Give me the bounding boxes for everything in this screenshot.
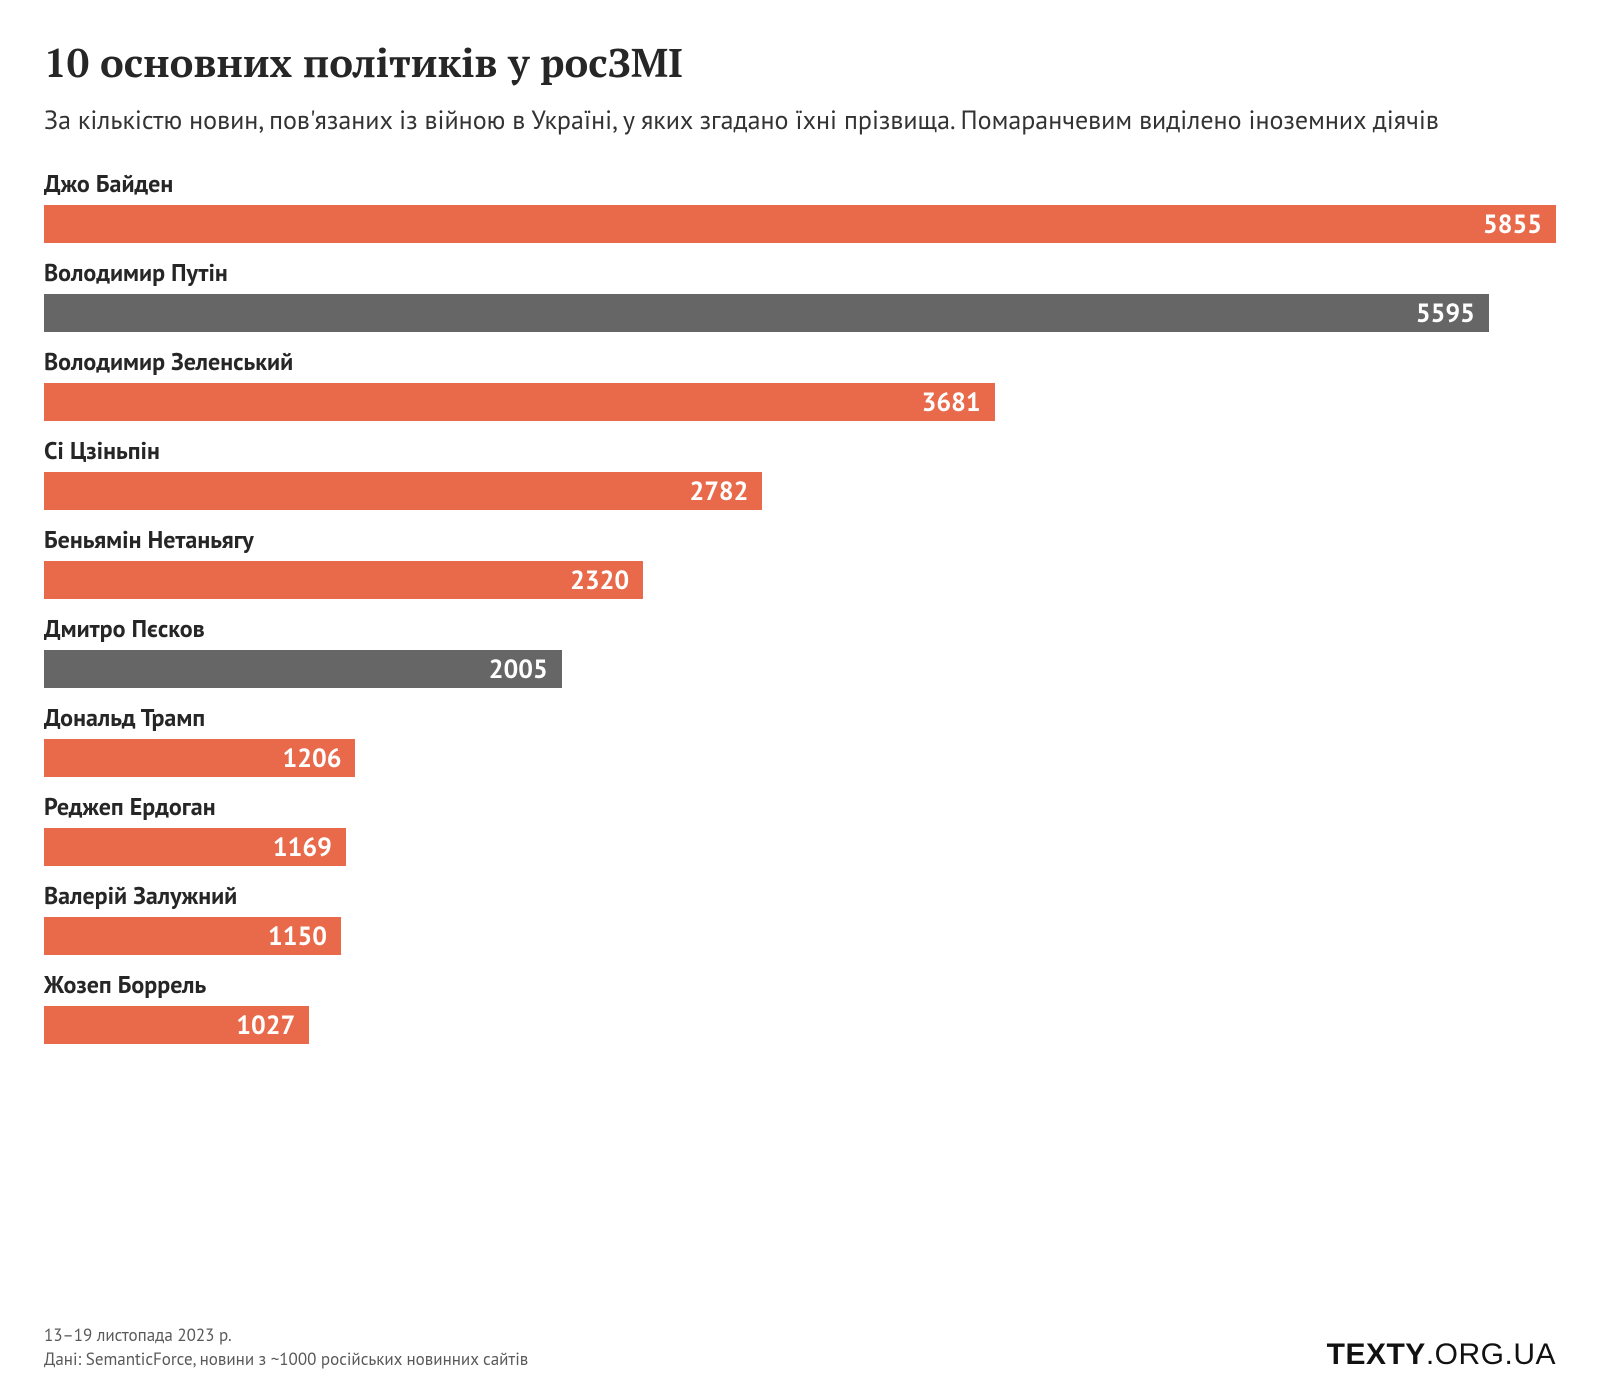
bar-value: 1150 xyxy=(268,920,327,953)
bar: 1150 xyxy=(44,917,341,955)
bar-value: 5855 xyxy=(1483,208,1542,241)
bar-label: Жозеп Боррель xyxy=(44,969,1556,1000)
bar-label: Джо Байден xyxy=(44,168,1556,199)
bar: 1169 xyxy=(44,828,346,866)
bar-group: Валерій Залужний 1150 xyxy=(44,880,1556,955)
bar-label: Володимир Зеленський xyxy=(44,346,1556,377)
footer-date: 13–19 листопада 2023 р. xyxy=(44,1323,528,1348)
bar-value: 2005 xyxy=(489,653,548,686)
chart-footer: 13–19 листопада 2023 р. Дані: SemanticFo… xyxy=(44,1323,1556,1372)
footer-source: Дані: SemanticForce, новини з ~1000 росі… xyxy=(44,1347,528,1372)
bar-value: 1027 xyxy=(236,1009,295,1042)
bar-label: Беньямін Нетаньягу xyxy=(44,524,1556,555)
bar-label: Дональд Трамп xyxy=(44,702,1556,733)
bar: 3681 xyxy=(44,383,995,421)
bar: 5595 xyxy=(44,294,1489,332)
bar-chart: Джо Байден5855Володимир Путін5595Володим… xyxy=(44,168,1556,1044)
bar-group: Дмитро Пєсков 2005 xyxy=(44,613,1556,688)
chart-title: 10 основних політиків у росЗМІ xyxy=(44,36,1556,89)
bar-label: Дмитро Пєсков xyxy=(44,613,1556,644)
bar-label: Сі Цзіньпін xyxy=(44,435,1556,466)
bar: 2005 xyxy=(44,650,562,688)
bar-group: Володимир Зеленський 3681 xyxy=(44,346,1556,421)
bar: 2320 xyxy=(44,561,643,599)
bar: 1027 xyxy=(44,1006,309,1044)
chart-subtitle: За кількістю новин, пов'язаних із війною… xyxy=(44,103,1556,138)
bar-value: 2320 xyxy=(570,564,629,597)
bar-value: 1169 xyxy=(273,831,332,864)
logo-bold: TEXTY xyxy=(1327,1338,1426,1371)
bar: 2782 xyxy=(44,472,762,510)
bar-label: Реджеп Ердоган xyxy=(44,791,1556,822)
bar-value: 3681 xyxy=(922,386,981,419)
logo-thin: .ORG.UA xyxy=(1426,1338,1556,1371)
bar-group: Дональд Трамп 1206 xyxy=(44,702,1556,777)
bar-group: Беньямін Нетаньягу 2320 xyxy=(44,524,1556,599)
bar-group: Жозеп Боррель 1027 xyxy=(44,969,1556,1044)
bar-group: Реджеп Ердоган 1169 xyxy=(44,791,1556,866)
bar: 1206 xyxy=(44,739,355,777)
bar-group: Джо Байден 5855 xyxy=(44,168,1556,243)
publisher-logo: TEXTY.ORG.UA xyxy=(1327,1338,1556,1372)
bar-value: 1206 xyxy=(282,742,341,775)
bar-group: Сі Цзіньпін 2782 xyxy=(44,435,1556,510)
bar-group: Володимир Путін 5595 xyxy=(44,257,1556,332)
bar-label: Володимир Путін xyxy=(44,257,1556,288)
bar-value: 2782 xyxy=(689,475,748,508)
bar: 5855 xyxy=(44,205,1556,243)
bar-label: Валерій Залужний xyxy=(44,880,1556,911)
bar-value: 5595 xyxy=(1416,297,1475,330)
